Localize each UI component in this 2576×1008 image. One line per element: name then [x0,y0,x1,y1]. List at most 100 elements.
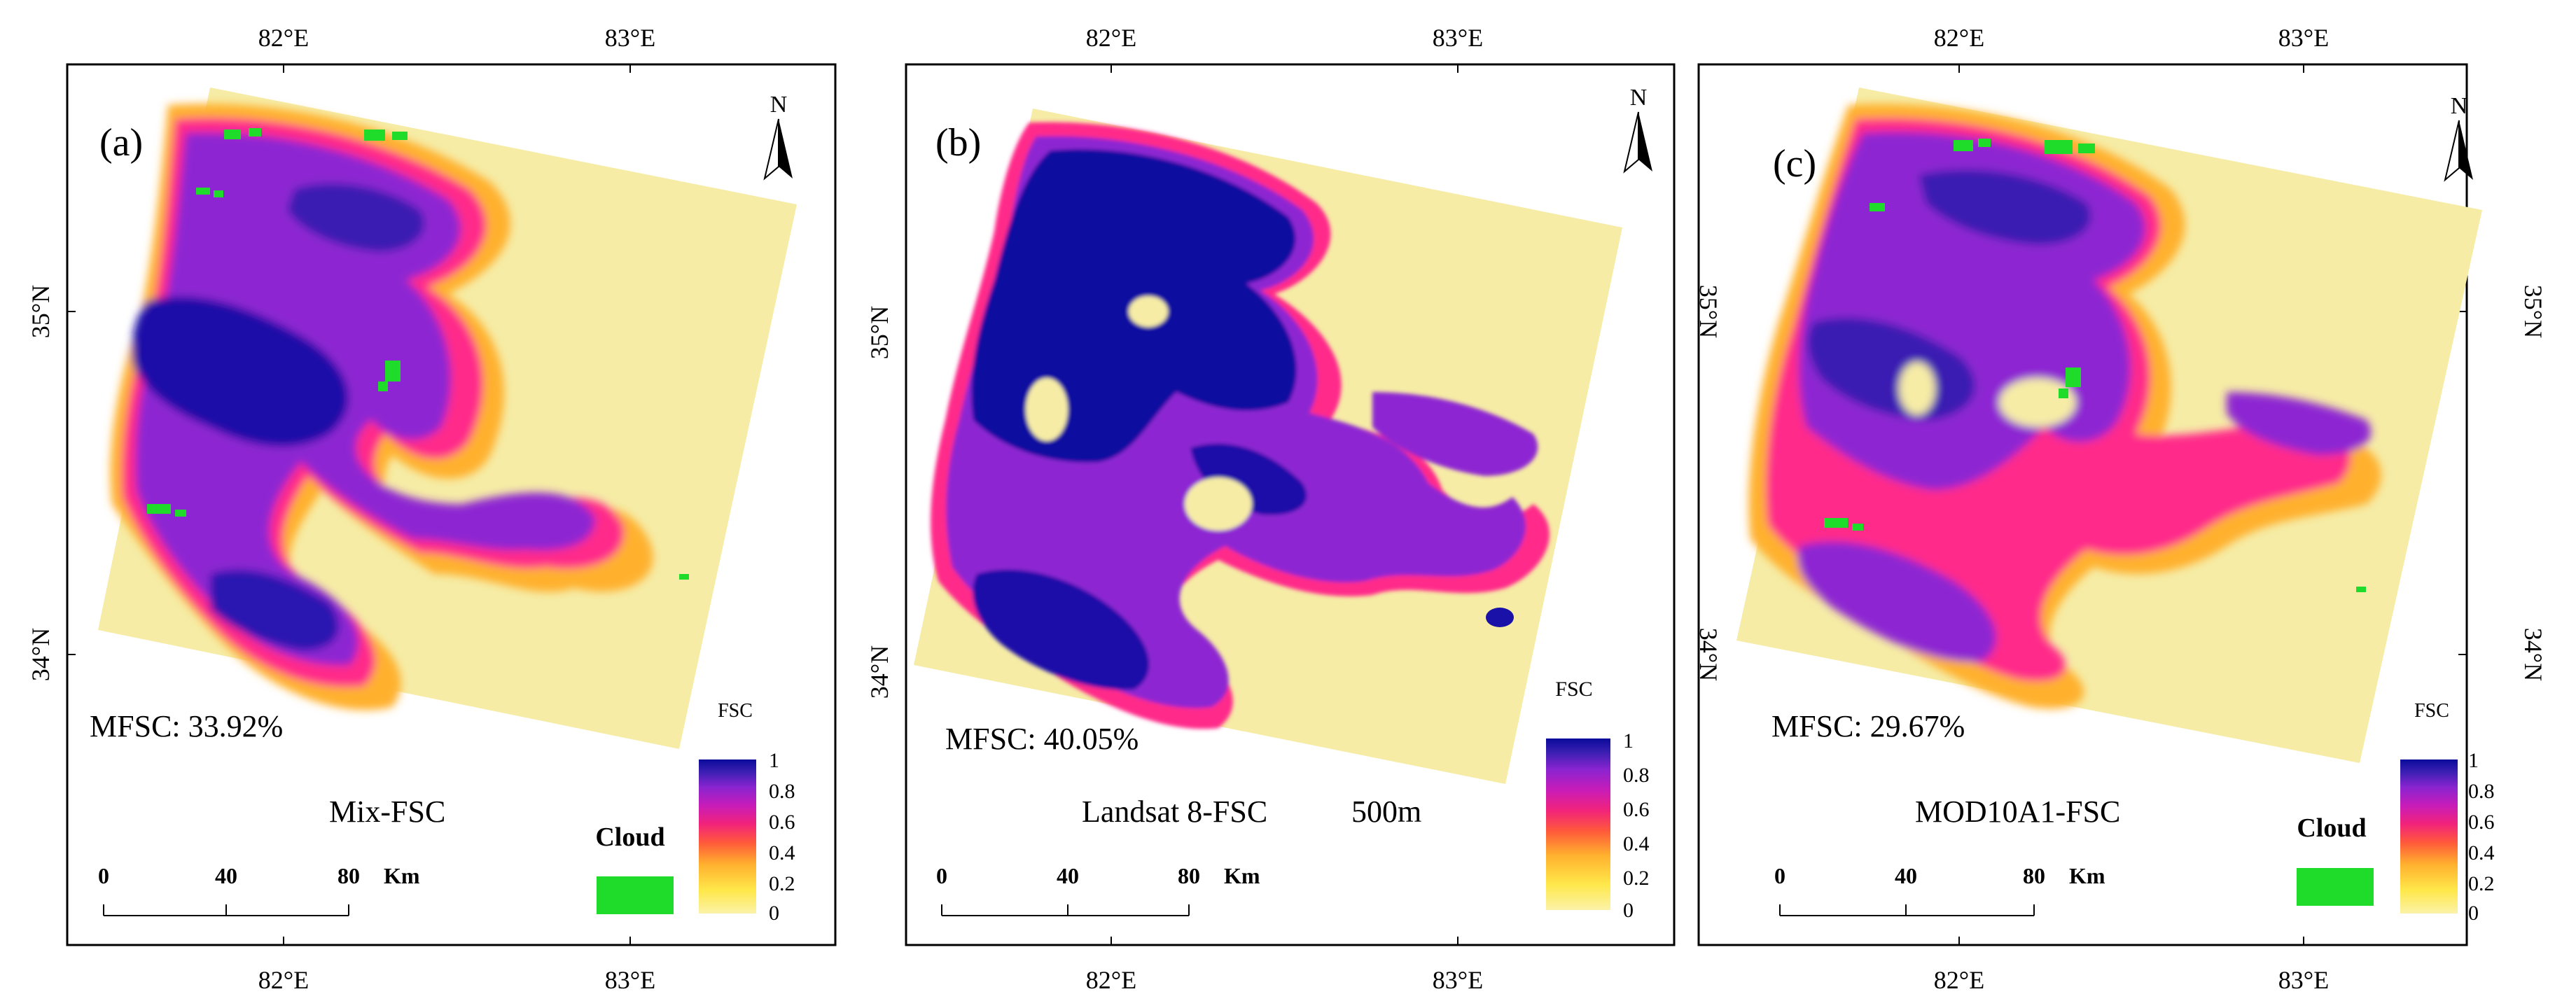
mfsc-value: MFSC: 40.05% [945,722,1139,756]
north-arrow: N [2444,93,2473,182]
cloud-label: Cloud [595,822,664,852]
clear-patch [1129,296,1168,327]
legend-tick: 0.6 [2468,811,2495,834]
snow-patch-mid [1372,392,1538,476]
mfsc-value: MFSC: 33.92% [90,709,283,743]
legend-tick: 1 [769,749,779,772]
colorbar [2400,760,2458,913]
legend-tick: 0 [769,902,779,925]
panel-c: 82°E 83°E 82°E 83°E 35°N 34°N [1697,24,2547,994]
legend-tick: 0.8 [1623,764,1650,787]
snow-patch-dense [132,296,349,447]
fsc-legend: FSC 1 0.8 0.6 0.4 0.2 0 [699,700,795,925]
product-title: MOD10A1-FSC [1915,794,2120,829]
legend-tick: 1 [2468,749,2479,772]
cloud-label: Cloud [2297,813,2366,843]
north-label: N [2451,93,2468,119]
scale-bar: 0 40 80 Km [1774,863,2105,916]
legend-tick: 0.4 [769,841,795,864]
panel-b: 82°E 83°E 82°E 83°E 35°N 34°N 35°N 34°N [865,24,1722,994]
scale-tick-label: 40 [1057,863,1079,888]
lon-label-top-2: 83°E [1433,24,1483,52]
legend-tick: 0.2 [769,872,795,895]
scale-tick-label: 80 [2023,863,2045,888]
legend-title: FSC [1555,678,1592,701]
legend-tick: 0.2 [1623,867,1650,890]
map-frame [66,63,837,946]
north-label: N [770,92,788,118]
scale-tick-label: 0 [936,863,947,888]
legend-tick: 0 [1623,899,1634,922]
lon-label-bottom-1: 82°E [258,966,309,994]
scale-unit: Km [2069,863,2105,888]
legend-title: FSC [2414,700,2449,722]
lat-label-left-1: 35°N [27,285,55,338]
north-arrow-icon [1623,111,1639,174]
lat-label-right-2: 34°N [2519,628,2547,681]
cloud-legend: Cloud [595,822,674,914]
scale-tick-label: 40 [1895,863,1917,888]
product-title: Mix-FSC [329,794,445,829]
legend-tick: 0.8 [769,780,795,803]
legend-title: FSC [718,700,753,722]
colorbar [1546,738,1610,910]
legend-tick: 0.4 [1623,832,1650,855]
legend-tick: 0.6 [1623,798,1650,821]
scale-bar: 0 40 80 Km [936,863,1260,916]
panel-a: 82°E 83°E 82°E 83°E 35°N 34°N [27,24,837,994]
lon-label-bottom-1: 82°E [1934,966,1984,994]
north-arrow-icon [1638,112,1652,172]
lon-label-top-2: 83°E [605,24,655,52]
mfsc-value: MFSC: 29.67% [1771,709,1965,743]
product-title: Landsat 8-FSC [1082,794,1267,829]
cloud-swatch [597,876,674,914]
panel-label: (a) [99,121,143,164]
lon-label-bottom-2: 83°E [1433,966,1483,994]
north-arrow: N [763,92,793,181]
scale-unit: Km [384,863,420,888]
clear-patch [1026,378,1068,441]
fsc-legend: FSC 1 0.8 0.6 0.4 0.2 0 [2400,700,2495,925]
cloud-swatch [2297,868,2374,906]
north-arrow-icon [763,118,779,181]
legend-tick: 0.6 [769,811,795,834]
snow-patch-dense [1486,608,1514,627]
snow-patch-mid [1797,541,1996,662]
lon-label-bottom-1: 82°E [1086,966,1136,994]
scale-bar: 0 40 80 Km [98,863,420,916]
clear-patch [1999,378,2076,427]
lon-label-top-2: 83°E [2278,24,2329,52]
legend-tick: 1 [1623,729,1634,752]
fsc-raster [1736,88,2482,763]
north-arrow-icon [2444,120,2460,182]
scale-tick-label: 80 [1178,863,1200,888]
snow-patch-dense [287,183,425,252]
graticule-labels: 82°E 83°E 82°E 83°E 35°N 34°N [1934,24,2547,994]
fsc-raster [98,88,797,749]
legend-tick: 0.2 [2468,872,2495,895]
snow-patch-dense [1190,443,1307,515]
graticule-labels: 82°E 83°E 82°E 83°E 35°N 34°N [27,24,655,994]
lon-label-bottom-2: 83°E [2278,966,2329,994]
scale-unit: Km [1224,863,1260,888]
lat-label-left-1: 35°N [865,306,893,359]
panel-label: (b) [935,121,981,164]
product-resolution: 500m [1351,794,1421,829]
map-frame [905,63,1676,946]
cloud-legend: Cloud [2297,813,2374,906]
fsc-legend: FSC 1 0.8 0.6 0.4 0.2 0 [1546,678,1650,922]
lon-label-top-1: 82°E [258,24,309,52]
lon-label-bottom-2: 83°E [605,966,655,994]
scale-tick-label: 0 [1774,863,1785,888]
snow-patch-mid [2227,392,2372,455]
lon-label-top-1: 82°E [1934,24,1984,52]
north-arrow-icon [779,119,793,178]
lon-label-top-1: 82°E [1086,24,1136,52]
snow-patch-dense [973,569,1150,690]
cloud-pixels [147,128,689,580]
map-frame [1697,63,2468,946]
legend-tick: 0 [2468,902,2479,925]
panel-label: (c) [1773,142,1816,186]
scale-tick-label: 40 [215,863,237,888]
